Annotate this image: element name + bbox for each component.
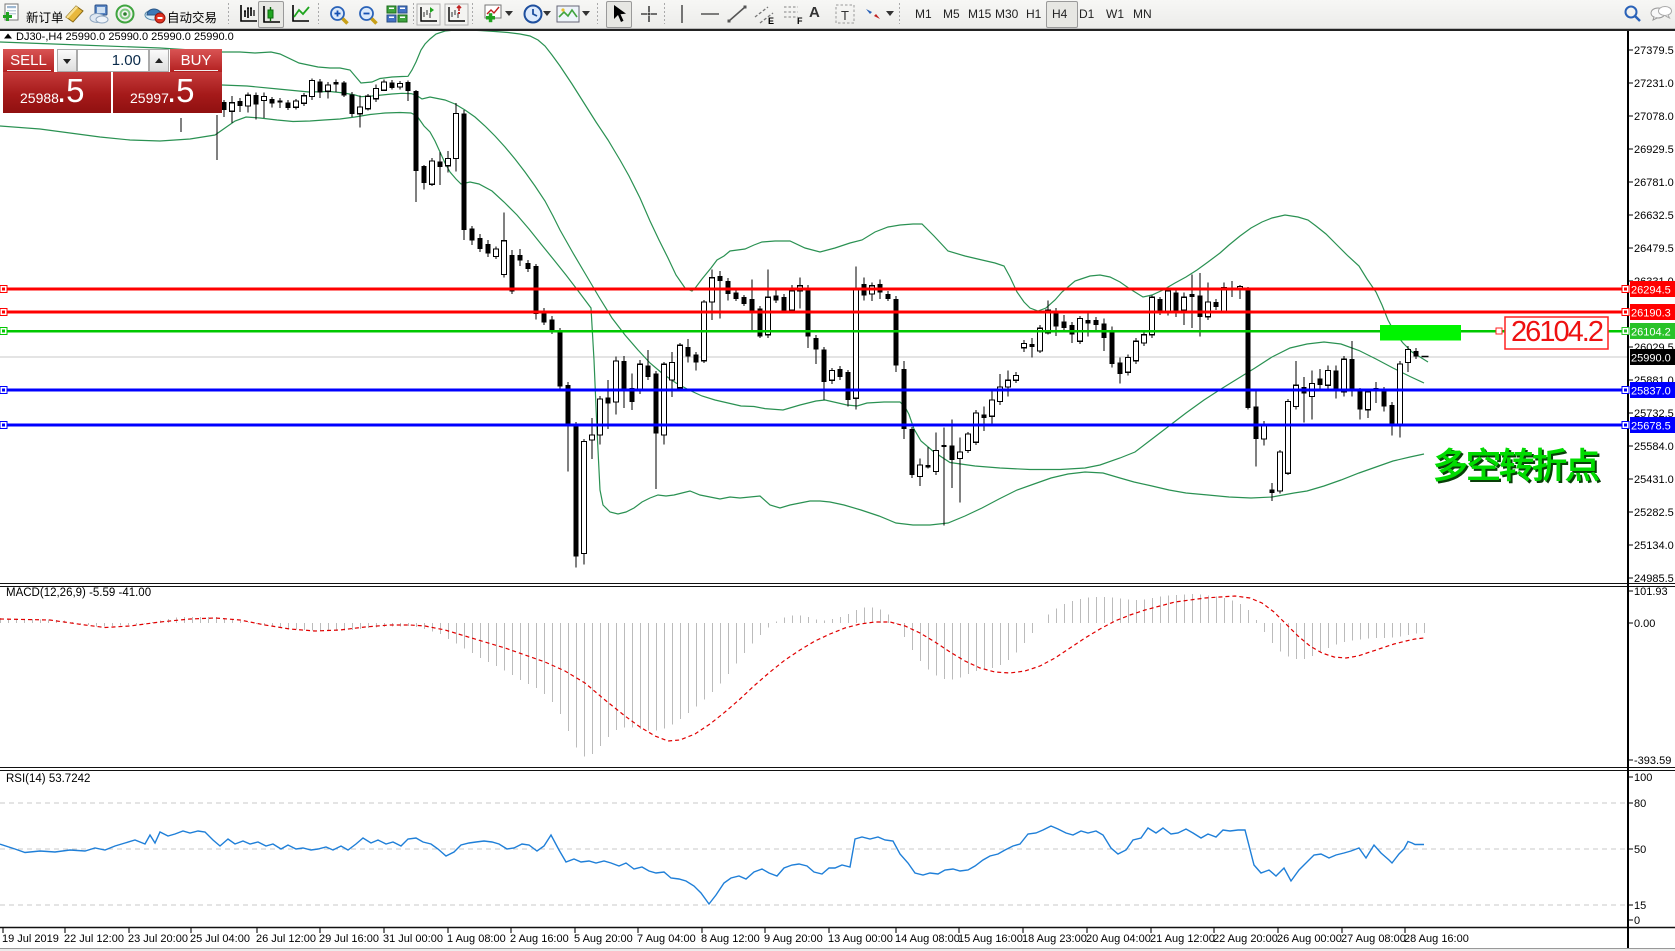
svg-text:0: 0 [1634, 915, 1640, 927]
svg-text:27379.5: 27379.5 [1634, 45, 1674, 57]
svg-text:24985.5: 24985.5 [1634, 573, 1674, 585]
svg-text:20 Aug 04:00: 20 Aug 04:00 [1086, 933, 1151, 945]
svg-text:26 Aug 00:00: 26 Aug 00:00 [1277, 933, 1342, 945]
svg-text:多空转折点: 多空转折点 [1435, 449, 1602, 488]
svg-text:26632.5: 26632.5 [1634, 210, 1674, 222]
svg-text:1 Aug 08:00: 1 Aug 08:00 [447, 933, 506, 945]
svg-text:DJ30-,H4 25990.0 25990.0 2599: DJ30-,H4 25990.0 25990.0 25990.0 25990.0 [16, 31, 234, 43]
svg-text:31 Jul 00:00: 31 Jul 00:00 [383, 933, 443, 945]
svg-text:100: 100 [1634, 772, 1652, 784]
svg-text:22 Aug 20:00: 22 Aug 20:00 [1213, 933, 1278, 945]
svg-text:15: 15 [1634, 900, 1646, 912]
svg-text:15 Aug 16:00: 15 Aug 16:00 [958, 933, 1023, 945]
svg-text:29 Jul 16:00: 29 Jul 16:00 [319, 933, 379, 945]
svg-text:多空转折点: 多空转折点 [1433, 447, 1600, 486]
svg-text:18 Aug 23:00: 18 Aug 23:00 [1022, 933, 1087, 945]
svg-text:MACD(12,26,9) -5.59 -41.00: MACD(12,26,9) -5.59 -41.00 [6, 587, 151, 599]
svg-text:F: F [797, 16, 803, 26]
svg-text:26479.5: 26479.5 [1634, 243, 1674, 255]
svg-text:E: E [768, 16, 774, 26]
svg-text:27078.0: 27078.0 [1634, 111, 1674, 123]
svg-text:21 Aug 12:00: 21 Aug 12:00 [1150, 933, 1215, 945]
svg-text:28 Aug 16:00: 28 Aug 16:00 [1404, 933, 1469, 945]
svg-text:25837.0: 25837.0 [1631, 386, 1671, 398]
svg-text:0.00: 0.00 [1634, 618, 1655, 630]
svg-text:26104.2: 26104.2 [1511, 316, 1604, 348]
svg-text:25 Jul 04:00: 25 Jul 04:00 [190, 933, 250, 945]
svg-text:26190.3: 26190.3 [1631, 308, 1671, 320]
svg-text:26 Jul 12:00: 26 Jul 12:00 [256, 933, 316, 945]
svg-text:7 Aug 04:00: 7 Aug 04:00 [637, 933, 696, 945]
svg-text:9 Aug 20:00: 9 Aug 20:00 [764, 933, 823, 945]
svg-text:26781.0: 26781.0 [1634, 177, 1674, 189]
svg-text:26294.5: 26294.5 [1631, 285, 1671, 297]
svg-text:25678.5: 25678.5 [1631, 421, 1671, 433]
svg-text:27231.0: 27231.0 [1634, 78, 1674, 90]
svg-text:26929.5: 26929.5 [1634, 144, 1674, 156]
svg-text:14 Aug 08:00: 14 Aug 08:00 [895, 933, 960, 945]
svg-text:25431.0: 25431.0 [1634, 474, 1674, 486]
svg-text:25584.0: 25584.0 [1634, 441, 1674, 453]
svg-text:13 Aug 00:00: 13 Aug 00:00 [828, 933, 893, 945]
svg-text:8 Aug 12:00: 8 Aug 12:00 [701, 933, 760, 945]
svg-text:27 Aug 08:00: 27 Aug 08:00 [1341, 933, 1406, 945]
svg-text:-393.59: -393.59 [1634, 755, 1671, 767]
svg-text:101.93: 101.93 [1634, 586, 1668, 598]
svg-text:26104.2: 26104.2 [1631, 327, 1671, 339]
svg-text:50: 50 [1634, 844, 1646, 856]
svg-text:80: 80 [1634, 798, 1646, 810]
svg-text:25990.0: 25990.0 [1631, 353, 1671, 365]
svg-text:23 Jul 20:00: 23 Jul 20:00 [128, 933, 188, 945]
svg-text:2 Aug 16:00: 2 Aug 16:00 [510, 933, 569, 945]
svg-text:5 Aug 20:00: 5 Aug 20:00 [574, 933, 633, 945]
svg-text:T: T [841, 8, 849, 23]
svg-text:RSI(14) 53.7242: RSI(14) 53.7242 [6, 773, 90, 785]
svg-text:22 Jul 12:00: 22 Jul 12:00 [64, 933, 124, 945]
svg-text:25282.5: 25282.5 [1634, 507, 1674, 519]
svg-text:25134.0: 25134.0 [1634, 540, 1674, 552]
svg-text:19 Jul 2019: 19 Jul 2019 [2, 933, 59, 945]
